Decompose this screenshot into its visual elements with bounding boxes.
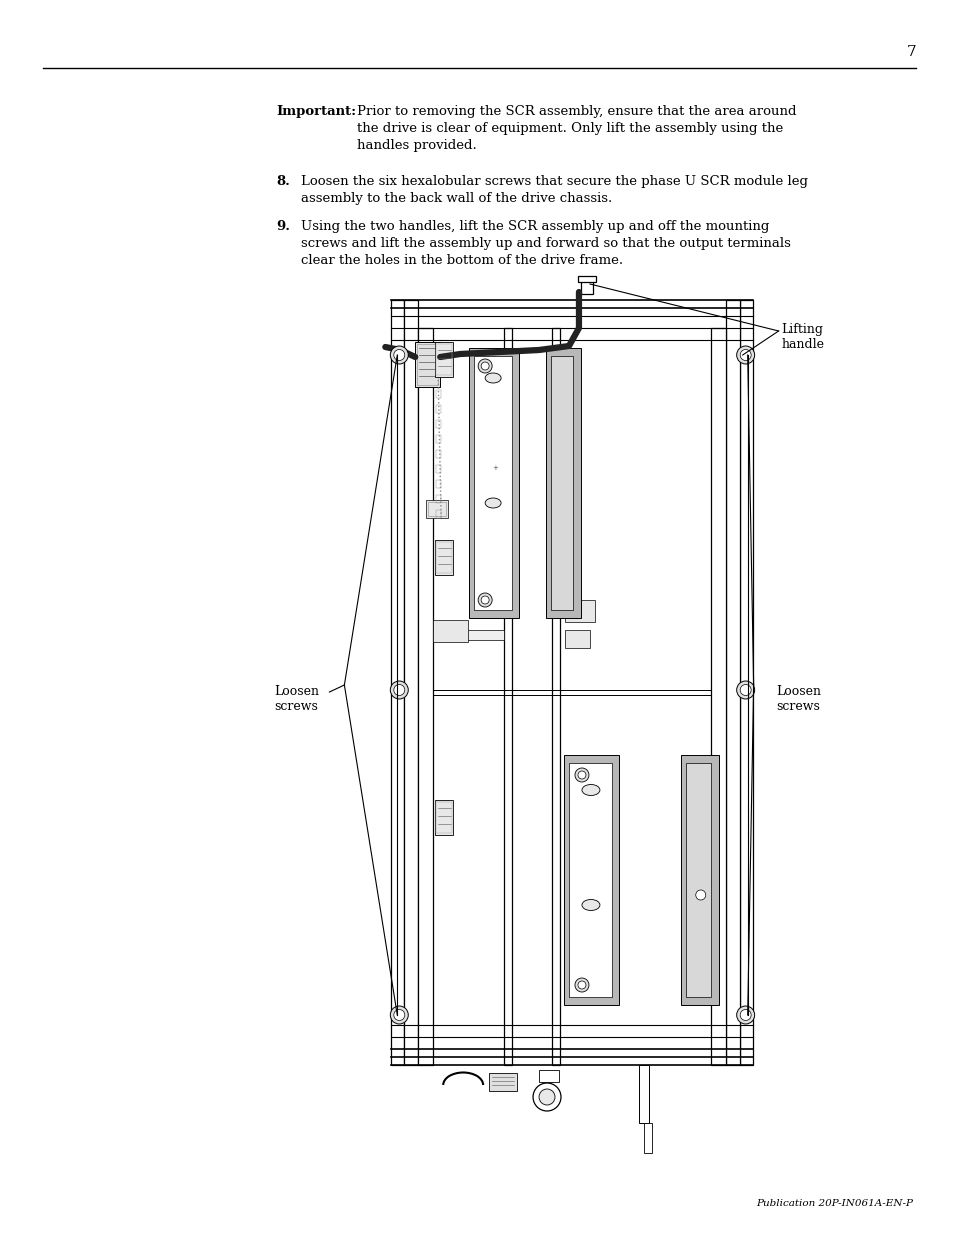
Ellipse shape xyxy=(581,784,599,795)
Bar xyxy=(436,495,440,503)
Ellipse shape xyxy=(581,899,599,910)
Bar xyxy=(725,300,739,1065)
Bar xyxy=(474,356,512,610)
Circle shape xyxy=(575,768,588,782)
Bar xyxy=(415,342,439,387)
Bar xyxy=(435,342,453,377)
Circle shape xyxy=(736,680,754,699)
Circle shape xyxy=(390,1007,408,1024)
Bar xyxy=(436,480,440,488)
Bar xyxy=(436,466,440,473)
Bar xyxy=(680,755,718,1005)
Bar xyxy=(489,1073,517,1091)
Text: Prior to removing the SCR assembly, ensure that the area around: Prior to removing the SCR assembly, ensu… xyxy=(357,105,796,119)
Text: assembly to the back wall of the drive chassis.: assembly to the back wall of the drive c… xyxy=(301,191,612,205)
Bar xyxy=(436,390,440,398)
Bar xyxy=(503,329,512,1065)
Bar xyxy=(435,540,453,576)
Bar xyxy=(578,275,596,282)
Circle shape xyxy=(578,981,585,989)
Text: the drive is clear of equipment. Only lift the assembly using the: the drive is clear of equipment. Only li… xyxy=(357,122,782,135)
Circle shape xyxy=(736,346,754,364)
Ellipse shape xyxy=(485,498,500,508)
Circle shape xyxy=(390,680,408,699)
Bar xyxy=(551,356,573,610)
Text: Important:: Important: xyxy=(276,105,356,119)
Circle shape xyxy=(394,1009,404,1020)
Bar xyxy=(417,329,433,1065)
Text: 9.: 9. xyxy=(276,220,291,233)
Bar xyxy=(428,501,446,516)
Circle shape xyxy=(394,684,404,695)
Text: clear the holes in the bottom of the drive frame.: clear the holes in the bottom of the dri… xyxy=(301,254,623,267)
Circle shape xyxy=(533,1083,560,1112)
Text: Loosen the six hexalobular screws that secure the phase U SCR module leg: Loosen the six hexalobular screws that s… xyxy=(301,175,807,188)
Bar xyxy=(436,542,452,573)
Bar xyxy=(391,300,404,1065)
Text: handles provided.: handles provided. xyxy=(357,140,476,152)
Bar xyxy=(436,405,440,412)
Bar xyxy=(568,763,611,997)
Circle shape xyxy=(394,350,404,361)
Bar xyxy=(436,345,452,375)
Circle shape xyxy=(575,978,588,992)
Text: +: + xyxy=(492,466,497,471)
Text: Publication 20P-IN061A-EN-P: Publication 20P-IN061A-EN-P xyxy=(756,1199,912,1208)
Circle shape xyxy=(477,593,492,606)
Text: Loosen
screws: Loosen screws xyxy=(776,685,821,713)
Bar xyxy=(580,278,593,294)
Ellipse shape xyxy=(485,373,500,383)
Circle shape xyxy=(740,350,750,361)
Text: screws and lift the assembly up and forward so that the output terminals: screws and lift the assembly up and forw… xyxy=(301,237,790,249)
Bar xyxy=(435,800,453,835)
Text: Lifting
handle: Lifting handle xyxy=(781,324,823,351)
Bar xyxy=(739,300,752,1065)
Bar xyxy=(436,435,440,443)
Bar xyxy=(416,345,437,385)
Bar xyxy=(563,755,618,1005)
Circle shape xyxy=(578,771,585,779)
Bar xyxy=(564,630,589,648)
Bar xyxy=(685,763,710,997)
Bar xyxy=(545,348,580,618)
Bar xyxy=(564,600,595,622)
Circle shape xyxy=(477,359,492,373)
Circle shape xyxy=(390,346,408,364)
Text: Loosen
screws: Loosen screws xyxy=(274,685,319,713)
Bar xyxy=(436,510,440,517)
Circle shape xyxy=(695,890,705,900)
Bar xyxy=(639,1065,648,1123)
Bar xyxy=(433,630,503,640)
Circle shape xyxy=(538,1089,555,1105)
Circle shape xyxy=(480,362,489,370)
Circle shape xyxy=(740,684,750,695)
Bar xyxy=(436,450,440,458)
Circle shape xyxy=(736,1007,754,1024)
Bar xyxy=(436,802,452,832)
Bar xyxy=(710,329,725,1065)
Bar xyxy=(552,329,559,1065)
Circle shape xyxy=(740,1009,750,1020)
Bar xyxy=(436,420,440,429)
Text: 7: 7 xyxy=(905,44,916,59)
Bar xyxy=(404,300,417,1065)
Text: 8.: 8. xyxy=(276,175,290,188)
Bar xyxy=(433,620,468,642)
Bar xyxy=(643,1123,651,1153)
Bar xyxy=(538,1070,558,1082)
Circle shape xyxy=(480,597,489,604)
Text: Using the two handles, lift the SCR assembly up and off the mounting: Using the two handles, lift the SCR asse… xyxy=(301,220,769,233)
Bar xyxy=(426,500,448,517)
Bar xyxy=(469,348,518,618)
